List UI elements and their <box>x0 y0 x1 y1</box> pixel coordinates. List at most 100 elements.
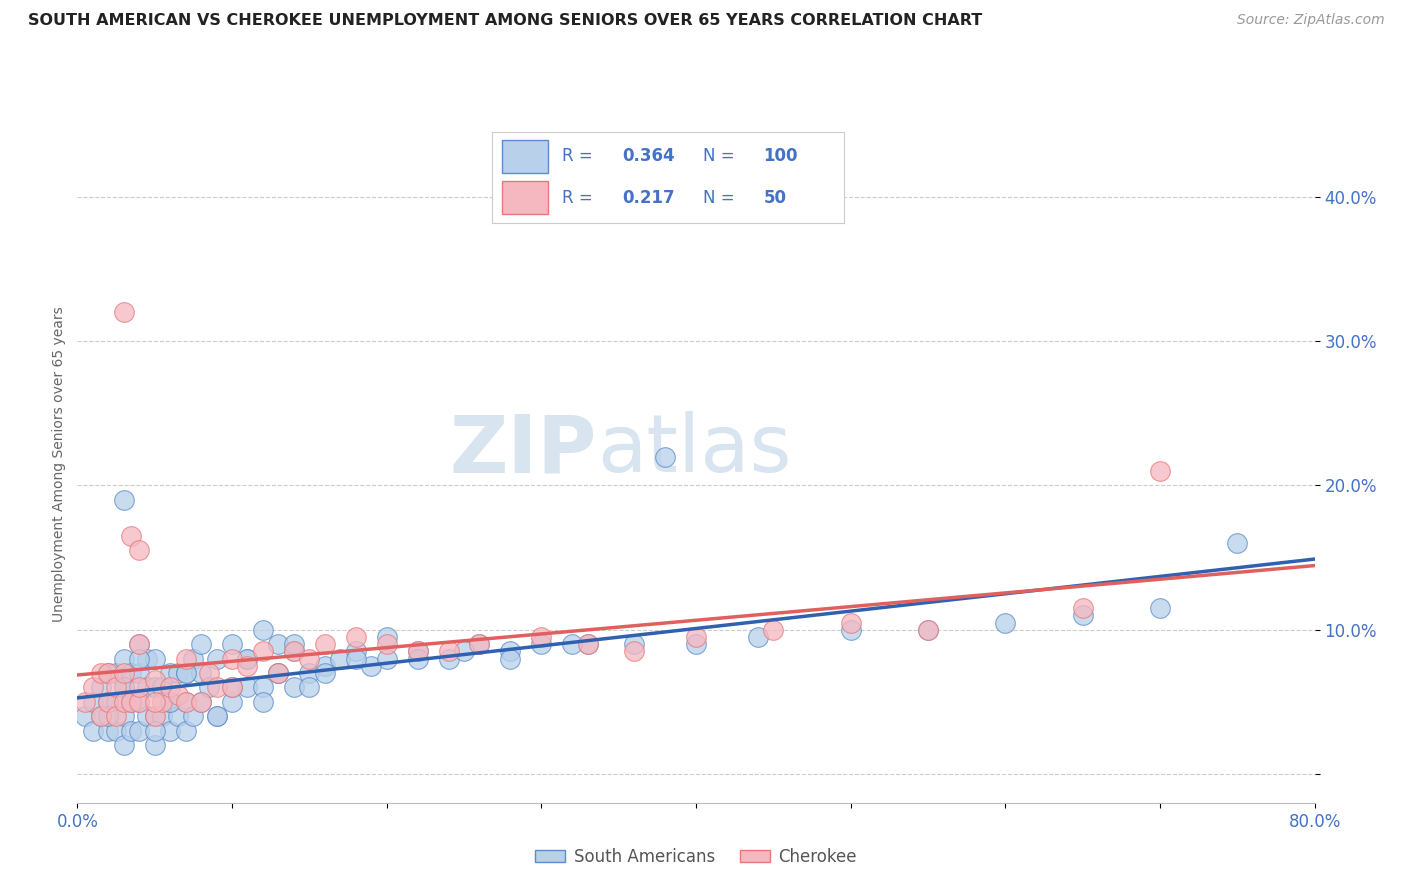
Point <box>314 637 336 651</box>
Point <box>917 623 939 637</box>
Point <box>136 709 159 723</box>
Point <box>112 492 135 507</box>
Point <box>152 709 174 723</box>
Point <box>267 665 290 680</box>
Point <box>298 665 321 680</box>
Point <box>654 450 676 464</box>
Point <box>143 651 166 665</box>
Point <box>152 695 174 709</box>
Point <box>917 623 939 637</box>
Point <box>344 630 367 644</box>
Point <box>143 709 166 723</box>
Point <box>112 651 135 665</box>
Point <box>121 695 143 709</box>
Point <box>174 665 197 680</box>
Point <box>499 644 522 658</box>
Point <box>159 665 181 680</box>
Point <box>406 644 429 658</box>
Point <box>375 630 398 644</box>
Point <box>252 644 274 658</box>
Point <box>159 723 181 738</box>
Y-axis label: Unemployment Among Seniors over 65 years: Unemployment Among Seniors over 65 years <box>52 306 66 622</box>
Point <box>298 681 321 695</box>
Point <box>205 681 228 695</box>
Point <box>252 695 274 709</box>
Point <box>685 630 707 644</box>
Point <box>190 695 212 709</box>
Point <box>128 637 150 651</box>
Point <box>576 637 599 651</box>
Point <box>97 695 120 709</box>
Point <box>112 681 135 695</box>
Point <box>112 665 135 680</box>
Text: ZIP: ZIP <box>450 411 598 490</box>
Point <box>82 723 104 738</box>
Point <box>121 695 143 709</box>
Point <box>994 615 1017 630</box>
Point <box>1071 608 1094 623</box>
Point <box>205 709 228 723</box>
Point <box>375 651 398 665</box>
Point <box>90 665 111 680</box>
Point <box>90 709 111 723</box>
Point <box>190 665 212 680</box>
Point <box>360 658 382 673</box>
Point <box>97 665 120 680</box>
Point <box>105 709 127 723</box>
Point <box>236 651 259 665</box>
Point <box>174 695 197 709</box>
Point <box>128 695 150 709</box>
Point <box>236 681 259 695</box>
Point <box>839 623 862 637</box>
Point <box>112 738 135 752</box>
Point <box>105 723 127 738</box>
Point <box>453 644 475 658</box>
Point <box>112 709 135 723</box>
Point <box>314 665 336 680</box>
Point <box>105 695 127 709</box>
Point <box>329 651 352 665</box>
Point <box>1226 536 1249 550</box>
Point <box>128 637 150 651</box>
Point <box>121 665 143 680</box>
Text: atlas: atlas <box>598 411 792 490</box>
Point <box>174 723 197 738</box>
Point <box>221 651 243 665</box>
Point <box>190 695 212 709</box>
Legend: South Americans, Cherokee: South Americans, Cherokee <box>529 841 863 872</box>
Point <box>82 695 104 709</box>
Point <box>112 695 135 709</box>
Point <box>90 709 111 723</box>
Point <box>685 637 707 651</box>
Point <box>267 665 290 680</box>
Point <box>97 695 120 709</box>
Point <box>190 637 212 651</box>
Point <box>1071 601 1094 615</box>
Point <box>437 651 460 665</box>
Point <box>97 665 120 680</box>
Point <box>499 651 522 665</box>
Point <box>97 709 120 723</box>
Point <box>121 529 143 543</box>
Point <box>236 651 259 665</box>
Point <box>143 695 166 709</box>
Text: SOUTH AMERICAN VS CHEROKEE UNEMPLOYMENT AMONG SENIORS OVER 65 YEARS CORRELATION : SOUTH AMERICAN VS CHEROKEE UNEMPLOYMENT … <box>28 13 983 29</box>
Point <box>406 644 429 658</box>
Text: Source: ZipAtlas.com: Source: ZipAtlas.com <box>1237 13 1385 28</box>
Point <box>221 681 243 695</box>
Point <box>623 637 645 651</box>
Point <box>128 665 150 680</box>
Point <box>1149 601 1171 615</box>
Point <box>252 681 274 695</box>
Point <box>174 695 197 709</box>
Point <box>298 651 321 665</box>
Point <box>375 637 398 651</box>
Point <box>283 644 305 658</box>
Point <box>530 637 553 651</box>
Point <box>75 695 96 709</box>
Point <box>283 644 305 658</box>
Point <box>152 681 174 695</box>
Point <box>143 738 166 752</box>
Point <box>136 651 159 665</box>
Point <box>406 651 429 665</box>
